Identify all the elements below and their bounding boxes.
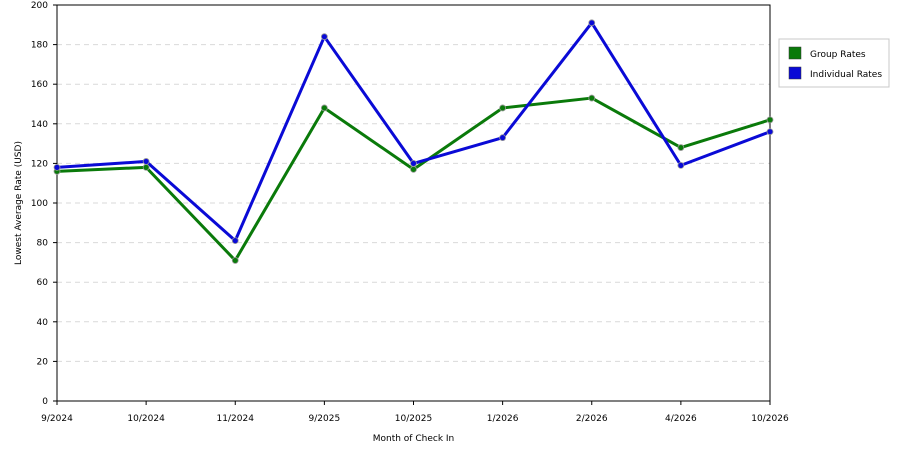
legend-swatch [788, 46, 802, 60]
data-point[interactable] [410, 165, 417, 173]
data-point[interactable] [142, 158, 150, 165]
legend-label: Group Rates [810, 50, 866, 60]
grid-lines [57, 44, 770, 362]
series-line-1 [56, 21, 771, 243]
data-point[interactable] [677, 144, 685, 151]
y-tick-label: 200 [31, 1, 48, 11]
data-point[interactable] [410, 159, 417, 167]
x-tick-label: 10/2026 [751, 414, 789, 424]
y-tick-label: 120 [31, 159, 48, 169]
y-tick-label: 180 [31, 41, 48, 51]
y-axis-ticks: 0 20 40 60 80 100 120 140 160 180 200 [31, 1, 57, 407]
data-point[interactable] [588, 94, 596, 102]
y-tick-label: 100 [31, 199, 48, 209]
x-tick-label: 9/2025 [309, 414, 341, 424]
y-axis-title: Lowest Average Rate (USD) [14, 141, 24, 265]
x-tick-label: 1/2026 [487, 414, 519, 424]
data-point[interactable] [677, 161, 685, 169]
legend: Group Rates Individual Rates [778, 38, 890, 88]
plot-area-frame [56, 4, 771, 402]
x-tick-label: 11/2024 [217, 414, 255, 424]
x-tick-label: 4/2026 [665, 414, 697, 424]
data-point[interactable] [142, 163, 150, 171]
y-tick-label: 20 [37, 357, 49, 367]
y-tick-label: 160 [31, 80, 48, 90]
y-tick-label: 80 [37, 239, 49, 249]
data-point[interactable] [320, 33, 328, 41]
data-point[interactable] [499, 104, 507, 112]
x-axis-title: Month of Check In [373, 434, 455, 444]
x-tick-label: 2/2026 [576, 414, 608, 424]
legend-label: Individual Rates [810, 70, 882, 80]
y-tick-label: 40 [37, 318, 49, 328]
data-point[interactable] [231, 257, 239, 264]
y-tick-label: 60 [37, 278, 49, 288]
data-point[interactable] [499, 134, 507, 142]
x-tick-label: 10/2025 [395, 414, 432, 424]
series-lines [53, 19, 774, 264]
x-tick-label: 9/2024 [41, 414, 73, 424]
data-point[interactable] [588, 19, 596, 27]
legend-swatch [788, 66, 802, 80]
data-point[interactable] [53, 163, 61, 171]
y-tick-label: 0 [42, 397, 48, 407]
data-point[interactable] [231, 237, 239, 245]
y-tick-label: 140 [31, 120, 48, 130]
data-point[interactable] [320, 104, 328, 112]
data-point[interactable] [766, 128, 774, 136]
x-tick-label: 10/2024 [127, 414, 165, 424]
data-point[interactable] [766, 116, 774, 124]
x-axis-ticks: 9/2024 10/2024 11/2024 9/2025 10/2025 1/2026 2… [41, 401, 789, 424]
